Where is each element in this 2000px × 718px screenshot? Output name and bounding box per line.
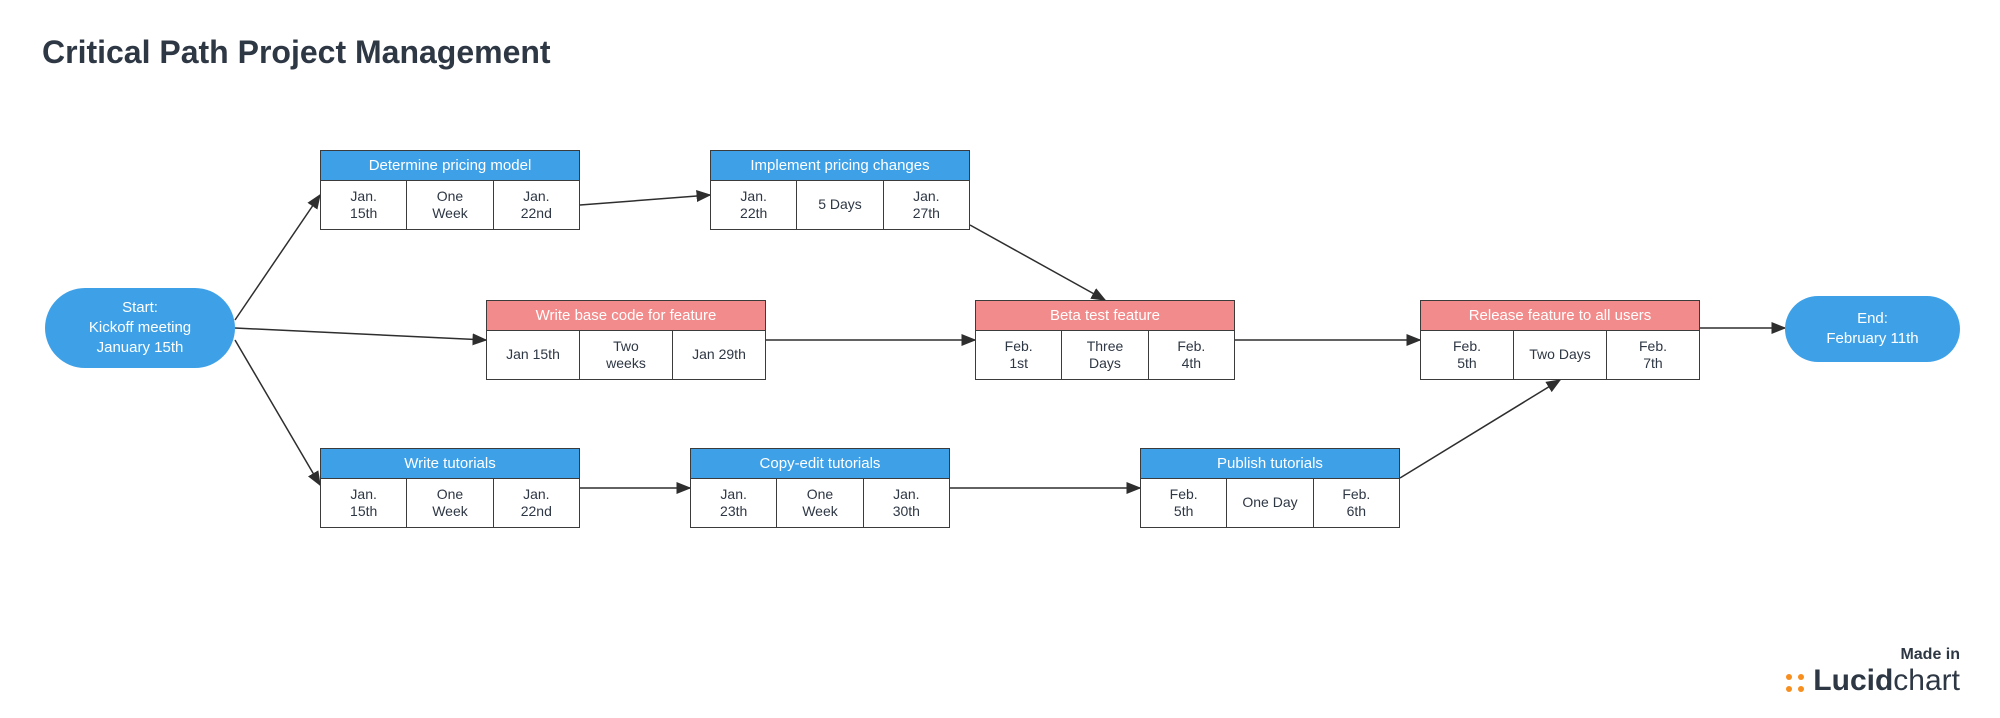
task-duration: Three Days: [1061, 331, 1147, 379]
task-end-date: Jan 29th: [672, 331, 765, 379]
task-start-date: Feb. 1st: [976, 331, 1061, 379]
task-header: Write tutorials: [321, 449, 579, 479]
task-write-tutorials: Write tutorialsJan. 15thOne WeekJan. 22n…: [320, 448, 580, 528]
task-end-date: Feb. 7th: [1606, 331, 1699, 379]
task-end-date: Jan. 27th: [883, 181, 969, 229]
edge-start-write-base: [235, 328, 486, 340]
task-duration: Two weeks: [579, 331, 672, 379]
brand-rest: chart: [1893, 664, 1960, 697]
task-start-date: Jan. 22th: [711, 181, 796, 229]
task-duration: One Day: [1226, 479, 1312, 527]
edge-start-pricing-model: [235, 195, 320, 320]
footer-made-in: Made in: [1783, 646, 1960, 664]
task-start-date: Jan. 15th: [321, 181, 406, 229]
task-start-date: Jan. 23th: [691, 479, 776, 527]
task-header: Determine pricing model: [321, 151, 579, 181]
task-header: Write base code for feature: [487, 301, 765, 331]
terminator-end: End: February 11th: [1785, 296, 1960, 362]
task-start-date: Jan. 15th: [321, 479, 406, 527]
task-row: Feb. 5thOne DayFeb. 6th: [1141, 479, 1399, 527]
task-header: Beta test feature: [976, 301, 1234, 331]
terminator-start: Start: Kickoff meeting January 15th: [45, 288, 235, 368]
task-header: Release feature to all users: [1421, 301, 1699, 331]
task-duration: One Week: [406, 181, 492, 229]
task-publish-tutorials: Publish tutorialsFeb. 5thOne DayFeb. 6th: [1140, 448, 1400, 528]
task-header: Publish tutorials: [1141, 449, 1399, 479]
task-row: Jan. 15thOne WeekJan. 22nd: [321, 181, 579, 229]
task-copy-edit-tutorials: Copy-edit tutorialsJan. 23thOne WeekJan.…: [690, 448, 950, 528]
task-end-date: Jan. 22nd: [493, 181, 579, 229]
task-end-date: Jan. 22nd: [493, 479, 579, 527]
edge-start-write-tutorials: [235, 340, 320, 485]
task-row: Jan. 22th5 DaysJan. 27th: [711, 181, 969, 229]
task-start-date: Feb. 5th: [1421, 331, 1513, 379]
task-start-date: Feb. 5th: [1141, 479, 1226, 527]
footer-attribution: Made in Lucidchart: [1783, 646, 1960, 698]
task-start-date: Jan 15th: [487, 331, 579, 379]
task-row: Jan. 23thOne WeekJan. 30th: [691, 479, 949, 527]
task-write-base-code: Write base code for featureJan 15thTwo w…: [486, 300, 766, 380]
task-end-date: Jan. 30th: [863, 479, 949, 527]
task-implement-pricing: Implement pricing changesJan. 22th5 Days…: [710, 150, 970, 230]
task-row: Jan. 15thOne WeekJan. 22nd: [321, 479, 579, 527]
task-duration: One Week: [406, 479, 492, 527]
task-pricing-model: Determine pricing modelJan. 15thOne Week…: [320, 150, 580, 230]
diagram-canvas: Critical Path Project Management Start: …: [0, 0, 2000, 718]
task-duration: One Week: [776, 479, 862, 527]
footer-brand: Lucidchart: [1783, 664, 1960, 698]
task-duration: Two Days: [1513, 331, 1606, 379]
task-row: Feb. 1stThree DaysFeb. 4th: [976, 331, 1234, 379]
page-title: Critical Path Project Management: [42, 34, 551, 71]
edge-pricing-implement: [580, 195, 710, 205]
task-row: Feb. 5thTwo DaysFeb. 7th: [1421, 331, 1699, 379]
task-header: Copy-edit tutorials: [691, 449, 949, 479]
brand-bold: Lucid: [1813, 664, 1893, 697]
edge-implement-beta: [970, 225, 1105, 300]
task-duration: 5 Days: [796, 181, 882, 229]
task-beta-test: Beta test featureFeb. 1stThree DaysFeb. …: [975, 300, 1235, 380]
task-header: Implement pricing changes: [711, 151, 969, 181]
task-row: Jan 15thTwo weeksJan 29th: [487, 331, 765, 379]
task-end-date: Feb. 6th: [1313, 479, 1399, 527]
task-release-feature: Release feature to all usersFeb. 5thTwo …: [1420, 300, 1700, 380]
lucidchart-icon: [1783, 669, 1807, 693]
edge-publish-release: [1400, 380, 1560, 478]
task-end-date: Feb. 4th: [1148, 331, 1234, 379]
